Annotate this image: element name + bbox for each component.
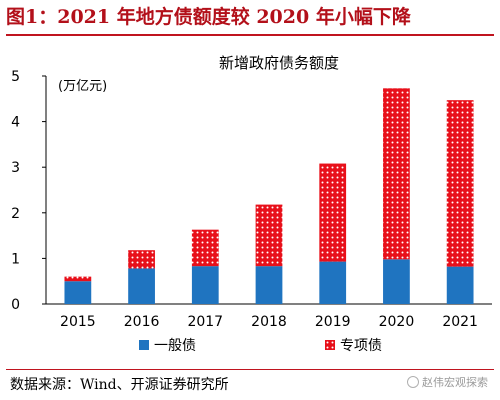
legend-swatch-special [325, 340, 335, 350]
y-tick-label: 3 [11, 160, 20, 176]
title-rule [6, 34, 494, 36]
bar-general-2020 [383, 259, 410, 304]
legend: 一般债 专项债 [139, 338, 382, 354]
bar-general-2016 [128, 268, 155, 304]
y-tick-label: 1 [11, 251, 20, 267]
chart-title: 新增政府债务额度 [219, 54, 339, 72]
bar-special-2017 [191, 229, 219, 267]
x-tick-label: 2019 [315, 314, 351, 330]
bars [64, 88, 474, 304]
x-tick-label: 2015 [60, 314, 96, 330]
bar-general-2019 [319, 261, 347, 304]
bar-general-2017 [191, 266, 219, 304]
x-tick-labels: 2015 2016 2017 2018 2019 2020 2021 [60, 314, 478, 330]
bar-general-2021 [446, 266, 474, 304]
bar-special-2016 [128, 250, 155, 269]
bar-special-2018 [255, 204, 283, 267]
y-tick-label: 5 [11, 69, 20, 85]
x-tick-label: 2016 [124, 314, 160, 330]
data-source: 数据来源：Wind、开源证券研究所 [10, 377, 229, 393]
legend-swatch-general [139, 340, 149, 350]
x-tick-label: 2021 [442, 314, 478, 330]
figure-title: 图1：2021 年地方债额度较 2020 年小幅下降 [6, 6, 411, 28]
bar-general-2015 [64, 281, 92, 304]
bar-special-2020 [383, 88, 410, 260]
y-tick-label: 2 [11, 206, 20, 222]
x-tick-label: 2018 [251, 314, 287, 330]
bar-special-2021 [446, 100, 474, 267]
y-tick-labels: 0 1 2 3 4 5 [11, 69, 20, 313]
stacked-bar-chart: 新增政府债务额度 (万亿元) 2015 2016 2017 2018 2019 2020 2… [11, 54, 492, 354]
bar-special-2015 [64, 276, 92, 282]
y-tick-label: 0 [11, 297, 20, 313]
legend-label-special: 专项债 [340, 338, 382, 354]
bar-general-2018 [255, 266, 283, 304]
x-tick-label: 2017 [187, 314, 223, 330]
x-tick-label: 2020 [379, 314, 415, 330]
unit-label: (万亿元) [58, 79, 107, 94]
footer-rule [6, 369, 494, 370]
watermark-text: 赵伟宏观探索 [422, 376, 488, 389]
wechat-icon [407, 376, 419, 388]
watermark: 赵伟宏观探索 [407, 374, 488, 390]
bar-special-2019 [319, 163, 347, 262]
y-tick-label: 4 [11, 115, 20, 131]
legend-label-general: 一般债 [154, 338, 196, 354]
